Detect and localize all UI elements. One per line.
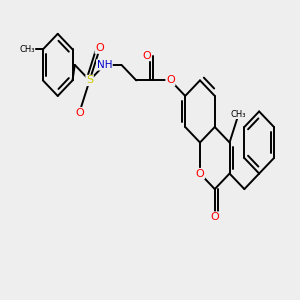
- Text: NH: NH: [97, 60, 112, 70]
- Text: O: O: [95, 43, 104, 53]
- Text: O: O: [210, 212, 219, 222]
- Text: O: O: [166, 75, 175, 85]
- Text: CH₃: CH₃: [19, 45, 35, 54]
- Text: S: S: [86, 75, 93, 85]
- Text: CH₃: CH₃: [231, 110, 246, 118]
- Text: O: O: [75, 108, 84, 118]
- Text: O: O: [196, 169, 204, 178]
- Text: O: O: [142, 51, 151, 61]
